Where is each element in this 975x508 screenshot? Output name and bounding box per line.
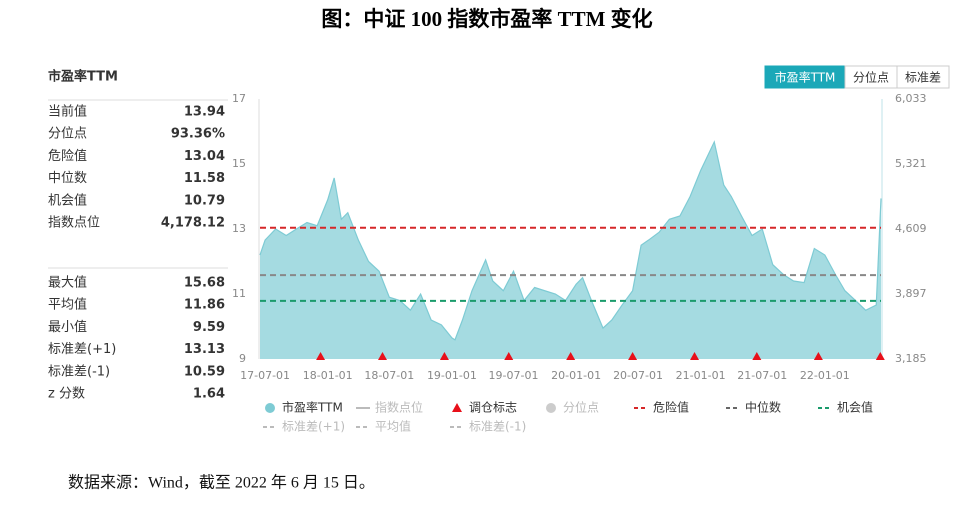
panel-title: 市盈率TTM [48,69,118,85]
stat-value: 15.68 [184,276,225,291]
stat-label: 最小值 [48,319,87,335]
tab-label[interactable]: 市盈率TTM [775,70,836,85]
y2-tick-label: 4,609 [895,222,927,235]
y-tick-label: 13 [232,222,246,235]
stat-value: 1.64 [193,387,225,402]
stat-value: 4,178.12 [161,216,225,231]
y-tick-label: 9 [239,352,246,365]
stat-value: 9.59 [193,320,225,335]
legend-label[interactable]: 指数点位 [375,400,423,415]
y-tick-label: 15 [232,157,246,170]
area [260,141,881,359]
x-tick-label: 20-07-01 [613,369,663,382]
rebalance-marker [316,352,326,360]
stat-label: 平均值 [48,297,87,313]
legend-label[interactable]: 标准差(-1) [469,420,526,434]
x-tick-label: 21-01-01 [676,369,726,382]
x-tick-label: 21-07-01 [737,369,787,382]
rebalance-marker [813,352,823,360]
legend-label[interactable]: 调仓标志 [469,401,517,415]
legend-label[interactable]: 标准差(+1) [282,420,345,434]
source: 数据来源：Wind，截至 2022 年 6 月 15 日。 [68,474,375,492]
stat-value: 11.86 [184,298,225,313]
rebalance-marker [439,352,449,360]
y-tick-label: 11 [232,287,246,300]
legend-label[interactable]: 中位数 [745,400,781,415]
stat-value: 10.79 [184,193,225,208]
page-title: 图：中证 100 指数市盈率 TTM 变化 [321,7,652,31]
stat-value: 13.13 [184,342,225,357]
stat-label: 危险值 [48,148,87,164]
stat-label: 中位数 [48,171,87,186]
x-tick-label: 18-01-01 [303,369,353,382]
stat-value: 13.94 [184,105,225,120]
legend-label[interactable]: 机会值 [837,400,873,415]
legend-label[interactable]: 分位点 [563,400,599,415]
stat-label: 标准差(+1) [48,342,116,357]
rebalance-marker [504,352,514,360]
y2-tick-label: 5,321 [895,157,927,170]
stat-value: 13.04 [184,149,225,164]
rebalance-marker [690,352,700,360]
rebalance-marker [752,352,762,360]
legend-label[interactable]: 危险值 [653,400,689,415]
legend-symbol[interactable] [546,403,556,413]
stat-label: 机会值 [48,192,87,208]
stat-label: 指数点位 [48,216,100,231]
rebalance-marker [875,352,885,360]
stat-label: 最大值 [48,275,87,291]
stat-label: 分位点 [48,127,87,142]
tab-button[interactable] [896,65,950,89]
stat-label: 标准差(-1) [48,364,110,379]
stat-value: 93.36% [171,127,225,142]
x-tick-label: 20-01-01 [551,369,601,382]
x-tick-label: 19-07-01 [489,369,539,382]
stat-value: 10.59 [184,364,225,379]
legend-label[interactable]: 平均值 [375,419,411,434]
y2-tick-label: 3,897 [895,287,927,300]
rebalance-marker [566,352,576,360]
legend-symbol[interactable] [452,403,462,412]
x-tick-label: 19-01-01 [427,369,477,382]
stat-label: z 分数 [48,387,85,402]
legend-label[interactable]: 市盈率TTM [282,400,343,415]
tab-label[interactable]: 分位点 [853,70,889,85]
y-tick-label: 17 [232,92,246,105]
y2-tick-label: 6,033 [895,92,927,105]
rebalance-marker [628,352,638,360]
rebalance-marker [377,352,387,360]
stat-value: 11.58 [184,171,225,186]
x-tick-label: 22-01-01 [800,369,850,382]
x-tick-label: 18-07-01 [364,369,414,382]
y2-tick-label: 3,185 [895,352,927,365]
x-tick-label: 17-07-01 [240,369,290,382]
stat-label: 当前值 [48,104,87,120]
tab-label[interactable]: 标准差 [905,71,941,85]
legend-symbol[interactable] [265,403,275,413]
